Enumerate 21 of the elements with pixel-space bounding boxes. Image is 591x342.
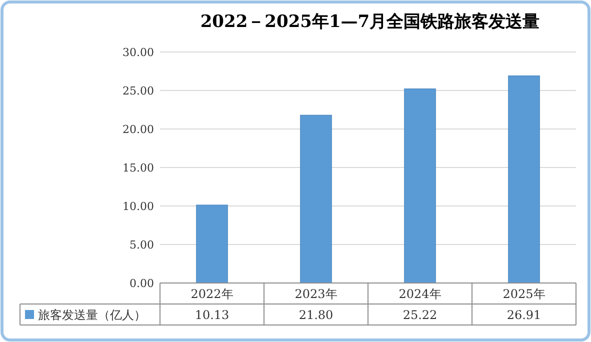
chart-title: 2022－2025年1—7月全国铁路旅客发送量 (200, 12, 540, 32)
data-label: 21.80 (298, 308, 334, 322)
x-tick-label: 2024年 (398, 287, 442, 301)
y-tick-label: 25.00 (122, 84, 154, 98)
bar (300, 114, 332, 284)
bar (196, 204, 228, 284)
y-tick-label: 5.00 (130, 238, 154, 252)
bar (508, 75, 540, 284)
data-label: 10.13 (194, 308, 230, 322)
y-tick-label: 30.00 (122, 46, 154, 59)
x-tick-label: 2025年 (502, 287, 546, 301)
y-tick-label: 10.00 (122, 200, 154, 213)
bar (404, 88, 436, 284)
y-tick-label: 20.00 (122, 123, 154, 136)
data-label: 25.22 (402, 308, 438, 322)
legend-label: 旅客发送量（亿人） (38, 308, 146, 322)
y-tick-label: 0.00 (130, 277, 154, 290)
y-tick-label: 15.00 (122, 162, 154, 174)
data-label: 26.91 (506, 308, 542, 322)
x-tick-label: 2023年 (294, 287, 338, 301)
x-tick-label: 2022年 (190, 287, 234, 301)
